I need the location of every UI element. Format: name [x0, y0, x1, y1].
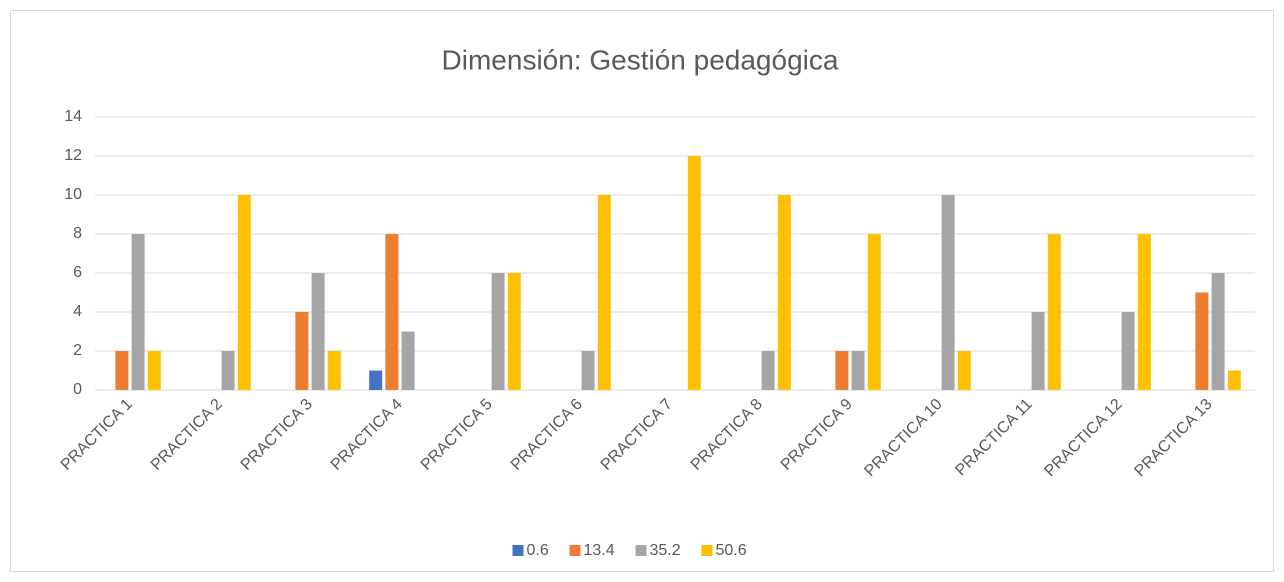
legend-label: 50.6 [716, 542, 747, 559]
bar [1211, 273, 1225, 390]
chart-title: Dimensión: Gestión pedagógica [442, 44, 839, 75]
bar [115, 351, 129, 390]
y-tick-label: 8 [73, 225, 82, 242]
y-tick-label: 14 [64, 108, 82, 125]
chart-border [10, 10, 1274, 572]
bar [761, 351, 775, 390]
bar [401, 331, 415, 390]
bar [581, 351, 595, 390]
bar [1137, 234, 1151, 390]
legend-label: 0.6 [527, 542, 549, 559]
bar [237, 195, 251, 390]
bar [941, 195, 955, 390]
bar [1195, 292, 1209, 390]
bar [311, 273, 325, 390]
legend-swatch [512, 545, 524, 556]
legend-label: 13.4 [584, 542, 615, 559]
bar [369, 370, 383, 390]
bar [777, 195, 791, 390]
bar [1227, 370, 1241, 390]
bar [385, 234, 399, 390]
legend-swatch [569, 545, 581, 556]
bar [835, 351, 849, 390]
bar [491, 273, 505, 390]
bar [687, 156, 701, 390]
bar [327, 351, 341, 390]
bar [957, 351, 971, 390]
bar [295, 312, 309, 390]
legend-swatch [701, 545, 713, 556]
bar [147, 351, 161, 390]
legend-swatch [635, 545, 647, 556]
y-tick-label: 10 [64, 186, 82, 203]
bar [1031, 312, 1045, 390]
y-tick-label: 12 [64, 147, 82, 164]
bar [221, 351, 235, 390]
legend-label: 35.2 [650, 542, 681, 559]
y-tick-label: 0 [73, 381, 82, 398]
bar [851, 351, 865, 390]
bar [131, 234, 145, 390]
y-tick-label: 4 [73, 303, 82, 320]
y-tick-label: 2 [73, 342, 82, 359]
bar [1047, 234, 1061, 390]
bar [597, 195, 611, 390]
bar [507, 273, 521, 390]
bar [1121, 312, 1135, 390]
y-tick-label: 6 [73, 264, 82, 281]
bar [867, 234, 881, 390]
